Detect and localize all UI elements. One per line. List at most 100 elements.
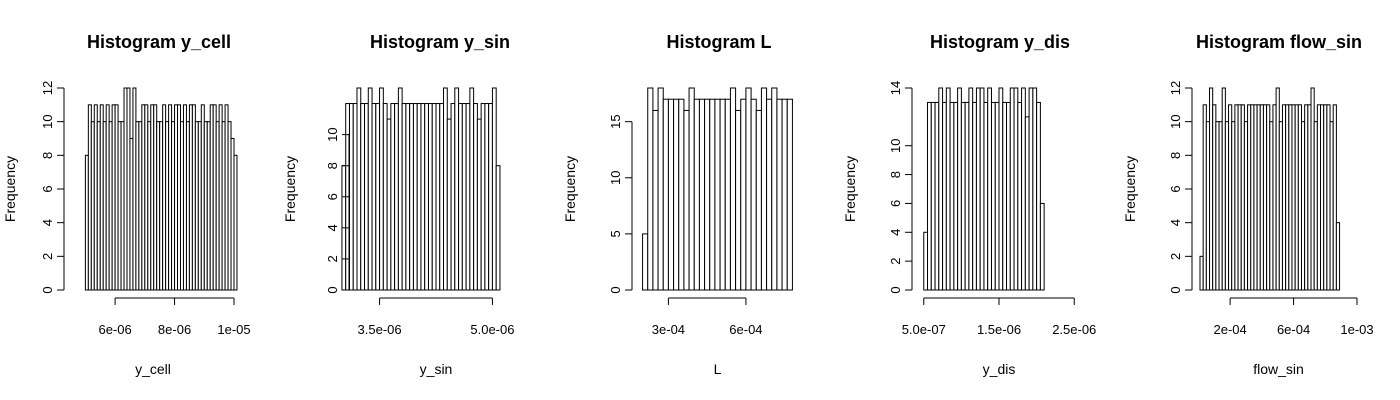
x-tick-label: 5.0e-06 [470, 322, 514, 337]
histogram-bar [1332, 104, 1337, 291]
histogram-bar [360, 103, 366, 291]
histogram-bar [476, 118, 482, 291]
y-tick-label: 6 [1168, 185, 1183, 192]
histogram-bar [484, 103, 490, 291]
x-tick-label: 6e-06 [98, 322, 131, 337]
histogram-bar [786, 98, 793, 291]
x-axis-label: y_sin [420, 361, 453, 377]
y-tick-label: 10 [325, 127, 340, 141]
histogram-bar [1017, 101, 1023, 291]
histogram-bar [401, 103, 407, 291]
y-tick-label: 8 [888, 171, 903, 178]
y-tick-label: 15 [608, 114, 623, 128]
histogram-bar [942, 101, 947, 291]
histogram-panel-y-dis: Histogram y_dis 0 2 4 6 8 10 14 Frequency 5.0e-07… [842, 32, 1096, 377]
histogram-bar [968, 87, 974, 291]
histogram-panel-y-sin: Histogram y_sin 0 2 4 6 8 10 Frequency 3.5e-06 5.… [282, 32, 514, 377]
histogram-bar [673, 98, 680, 291]
histogram-bar [647, 87, 654, 291]
y-tick-label: 8 [325, 162, 340, 169]
histogram-bar [735, 109, 742, 291]
x-tick-label: 1.5e-06 [977, 322, 1021, 337]
histogram-bar [420, 103, 426, 291]
y-tick-label: 14 [888, 81, 903, 95]
y-tick-label: 0 [608, 286, 623, 293]
histogram-bar [766, 98, 773, 291]
y-axis-label: Frequency [1122, 156, 1138, 222]
y-tick-label: 12 [1168, 81, 1183, 95]
x-tick-label: 2.5e-06 [1052, 322, 1096, 337]
y-tick-label: 12 [40, 81, 55, 95]
x-tick-label: 1e-03 [1340, 322, 1373, 337]
x-tick-label: 3e-04 [652, 322, 685, 337]
histogram-bar [662, 98, 669, 291]
histogram-bar [431, 103, 437, 291]
histogram-bar [688, 87, 695, 291]
histogram-bar [781, 98, 788, 291]
histogram-bar [755, 109, 762, 291]
histogram-bar [667, 98, 675, 291]
histogram-bar [416, 103, 422, 291]
histogram-bar [367, 87, 373, 291]
histogram-bar [771, 87, 778, 291]
y-tick-label: 0 [1168, 286, 1183, 293]
histogram-panel-l: Histogram L 0 5 10 15 Frequency 3e-04 6e-04 L [562, 32, 793, 377]
y-axis-label: Frequency [562, 156, 578, 222]
histogram-bar [371, 103, 377, 291]
histogram-bar [480, 103, 486, 291]
y-tick-label: 2 [325, 255, 340, 262]
histogram-bar [776, 98, 783, 291]
histogram-bar [1335, 222, 1341, 291]
histogram-bar [745, 87, 752, 291]
x-tick-label: 1e-05 [217, 322, 250, 337]
y-tick-label: 6 [325, 193, 340, 200]
y-tick-label: 10 [40, 114, 55, 128]
histogram-bar [990, 101, 996, 291]
histogram-bar [390, 103, 396, 291]
histogram-bar [642, 233, 649, 291]
histogram-bar [1021, 87, 1026, 291]
y-axis-label: Frequency [2, 156, 18, 222]
histogram-bar [983, 101, 989, 291]
y-tick-label: 6 [40, 185, 55, 192]
x-axis-label: L [714, 361, 722, 377]
histogram-bar [957, 87, 962, 291]
chart-title: Histogram flow_sin [1196, 32, 1362, 52]
histogram-bar [987, 87, 992, 291]
y-tick-label: 0 [888, 286, 903, 293]
histogram-panel-y-cell: Histogram y_cell 0 2 4 6 8 10 12 Frequency 6e-06 8… [2, 32, 251, 377]
histogram-bar [1028, 87, 1034, 291]
histogram-bar [379, 87, 384, 291]
y-tick-label: 8 [40, 152, 55, 159]
x-axis-label: y_cell [135, 361, 171, 377]
histogram-bar [678, 98, 685, 291]
histogram-bar [750, 98, 757, 291]
histogram-bar [1002, 101, 1008, 291]
histogram-bar [657, 87, 664, 291]
histogram-bar [439, 103, 445, 291]
y-tick-label: 4 [888, 229, 903, 236]
histogram-bar [450, 103, 456, 291]
histogram-bar [491, 87, 497, 291]
histogram-bar [729, 87, 737, 291]
histogram-bar [704, 98, 711, 291]
histogram-bar [458, 103, 463, 291]
x-tick-label: 8e-06 [158, 322, 191, 337]
histogram-bar [1006, 101, 1011, 291]
histogram-bar [382, 103, 388, 291]
histogram-bar [998, 87, 1004, 291]
histogram-bar [1009, 87, 1015, 291]
histogram-bar [923, 231, 929, 291]
histogram-bar [975, 87, 981, 291]
x-tick-label: 2e-04 [1214, 322, 1247, 337]
histogram-bar [698, 98, 706, 291]
x-tick-label: 6e-04 [1277, 322, 1310, 337]
histogram-bar [1032, 87, 1038, 291]
histogram-bar [994, 101, 1000, 291]
y-tick-label: 0 [325, 286, 340, 293]
y-tick-label: 2 [1168, 253, 1183, 260]
y-tick-label: 4 [325, 224, 340, 231]
y-tick-label: 4 [1168, 219, 1183, 226]
histogram-bar [1036, 101, 1041, 291]
